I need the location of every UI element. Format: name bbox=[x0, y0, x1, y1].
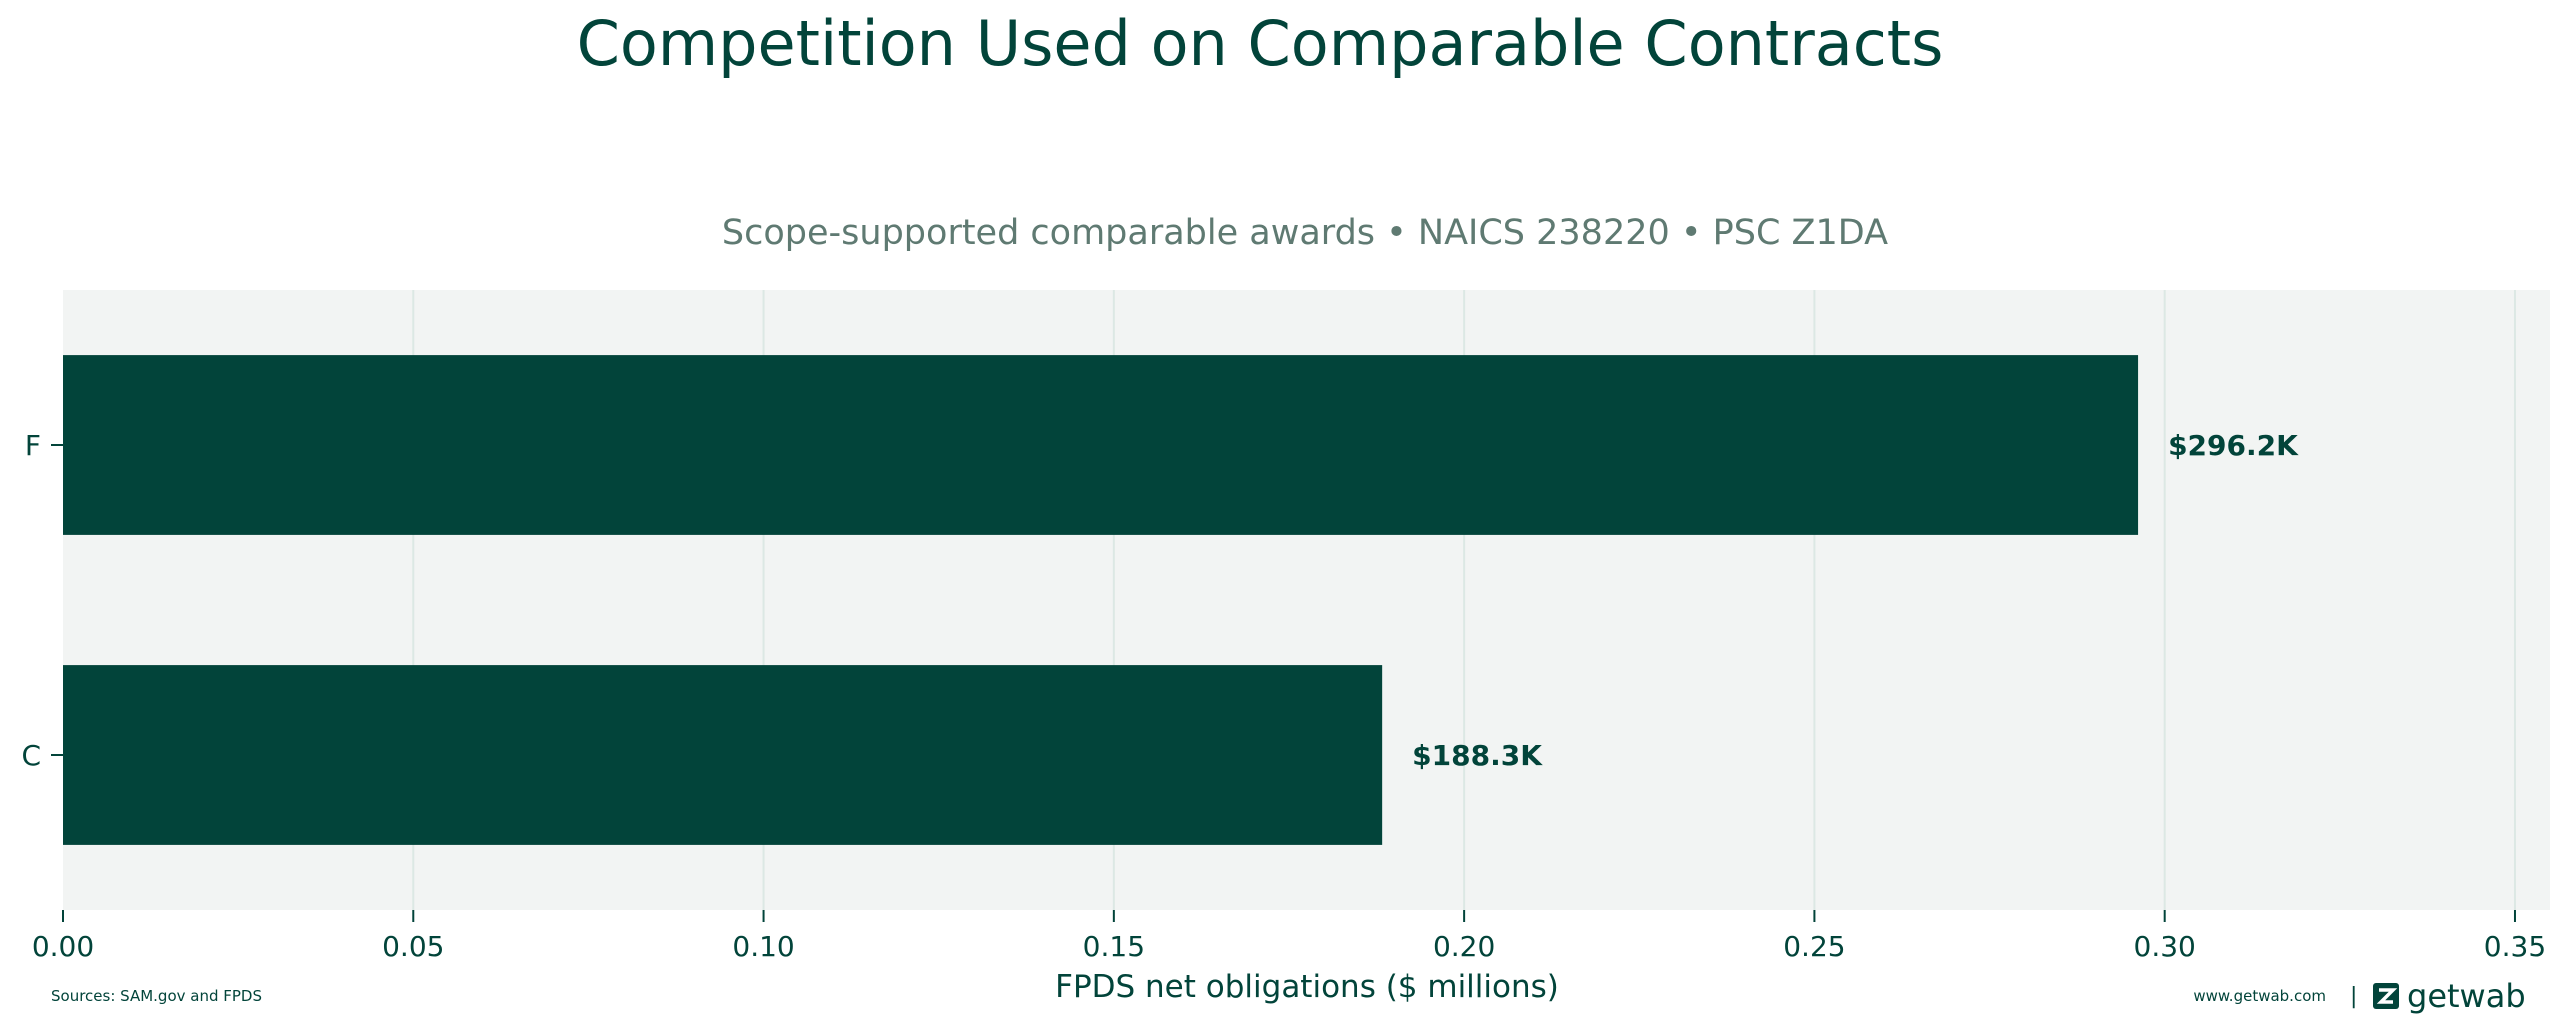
bar-value-label: $188.3K bbox=[1412, 739, 1543, 772]
x-axis: 0.00 0.05 0.10 0.15 0.20 0.25 0.30 0.35 bbox=[32, 910, 2546, 963]
x-axis-label: FPDS net obligations ($ millions) bbox=[1055, 969, 1559, 1005]
bar-value-label: $296.2K bbox=[2168, 429, 2299, 462]
brand-name: getwab bbox=[2407, 977, 2526, 1015]
x-tick-label: 0.20 bbox=[1433, 930, 1495, 963]
x-tick-label: 0.35 bbox=[2484, 930, 2546, 963]
bars: $296.2K $188.3K bbox=[63, 355, 2299, 845]
x-tick-label: 0.05 bbox=[382, 930, 444, 963]
x-tick-label: 0.30 bbox=[2134, 930, 2196, 963]
x-tick-label: 0.25 bbox=[1783, 930, 1845, 963]
y-tick-label: C bbox=[21, 739, 41, 772]
website-text[interactable]: www.getwab.com bbox=[2193, 987, 2326, 1005]
bar-C bbox=[63, 665, 1383, 845]
y-axis: FC bbox=[21, 429, 63, 772]
sources-text: Sources: SAM.gov and FPDS bbox=[51, 987, 262, 1005]
chart-title: Competition Used on Comparable Contracts bbox=[577, 7, 1944, 80]
getwab-logo-icon bbox=[2373, 983, 2399, 1009]
chart-subtitle: Scope-supported comparable awards • NAIC… bbox=[722, 213, 1888, 253]
x-tick-label: 0.10 bbox=[732, 930, 794, 963]
x-tick-label: 0.00 bbox=[32, 930, 94, 963]
y-tick-label: F bbox=[25, 429, 41, 462]
bar-F bbox=[63, 355, 2139, 535]
footer-separator: | bbox=[2350, 984, 2357, 1009]
x-tick-label: 0.15 bbox=[1083, 930, 1145, 963]
